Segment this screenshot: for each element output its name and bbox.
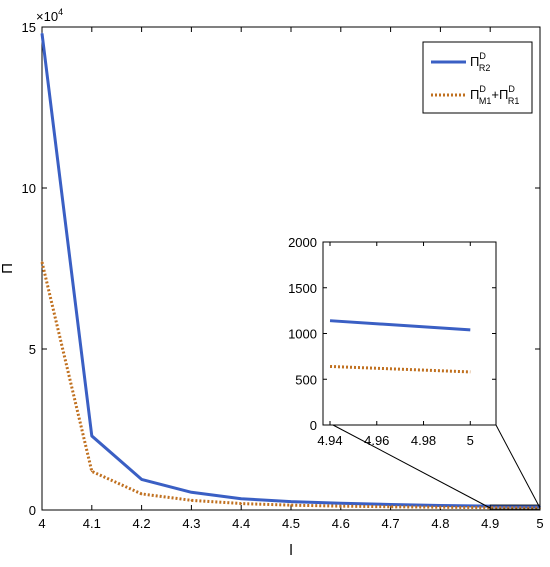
- x-tick-label: 4: [38, 516, 45, 531]
- x-tick-label: 5: [536, 516, 543, 531]
- zoom-target-box: [489, 504, 541, 510]
- x-tick-label: 4.8: [431, 516, 449, 531]
- x-tick-label: 4.7: [382, 516, 400, 531]
- series-line-m1-r1: [40, 261, 541, 510]
- y-axis-label: Π: [0, 263, 16, 274]
- data-point-r2: [91, 435, 93, 437]
- x-tick-label: 4.6: [332, 516, 350, 531]
- data-point-r2: [290, 500, 292, 503]
- legend-entry-r2-base: Π: [470, 54, 479, 69]
- y-tick-label: 15: [22, 20, 36, 35]
- data-point-m1-r1: [190, 499, 193, 502]
- inset-series-line-m1-r1: [329, 364, 471, 374]
- legend-entry-m1-sub: M1: [479, 96, 492, 106]
- inset-x-tick-label: 5: [467, 433, 474, 448]
- zoom-connector-left: [332, 424, 491, 509]
- x-tick-label: 4.5: [282, 516, 300, 531]
- data-point-m1-r1: [240, 502, 242, 505]
- x-tick-label: 4.1: [83, 516, 101, 531]
- data-point-m1-r1: [340, 505, 342, 507]
- legend-entry-r1-sup: D: [508, 84, 515, 94]
- legend-entry-plus: +: [491, 87, 499, 102]
- data-point-m1-r1: [140, 493, 143, 495]
- inset-x-tick-label: 4.96: [364, 433, 389, 448]
- data-point-r2: [140, 478, 143, 481]
- y-exponent-base: ×10: [36, 9, 58, 24]
- x-axis-label: l: [289, 542, 292, 559]
- data-point-m1-r1: [439, 506, 442, 509]
- inset-y-tick-label: 500: [295, 372, 317, 387]
- data-point-m1-r1: [290, 504, 292, 506]
- y-tick-label: 5: [29, 342, 36, 357]
- inset-x-tick-label: 4.94: [317, 433, 342, 448]
- data-point-r2: [340, 502, 342, 505]
- inset-y-tick-label: 2000: [288, 235, 317, 250]
- data-point-r2: [240, 497, 242, 500]
- legend: ΠD R2 ΠD M1+ΠD R1: [422, 41, 533, 114]
- x-tick-label: 4.2: [133, 516, 151, 531]
- x-tick-label: 4.4: [232, 516, 250, 531]
- inset-x-tick-label: 4.98: [411, 433, 436, 448]
- data-point-r2: [41, 32, 43, 35]
- legend-entry-r2: ΠD R2: [470, 51, 490, 73]
- data-point-r2: [190, 491, 193, 494]
- inset-series-line-r2: [329, 319, 471, 332]
- inset-ticks: 4.94 4.96 4.98 5 0 500 1000 1500 2000: [288, 235, 496, 448]
- legend-box: [422, 41, 533, 114]
- inset-y-tick-label: 1500: [288, 281, 317, 296]
- legend-entry-r2-sub: R2: [479, 63, 491, 73]
- legend-entry-m1-base: Π: [470, 87, 479, 102]
- inset-background: [323, 242, 496, 425]
- legend-entry-r2-sup: D: [479, 51, 486, 61]
- y-exponent-label: ×104: [36, 7, 63, 24]
- y-tick-label: 10: [22, 181, 36, 196]
- y-tick-label: 0: [29, 503, 36, 518]
- legend-entry-m1-sup: D: [479, 84, 486, 94]
- zoom-connector-lines: [332, 424, 541, 510]
- inset-y-tick-label: 1000: [288, 327, 317, 342]
- inset-series: [329, 319, 471, 374]
- zoom-connector-right: [495, 424, 541, 509]
- data-point-m1-r1: [389, 505, 392, 508]
- main-ticks: 4 4.1 4.2 4.3 4.4 4.5 4.6 4.7 4.8 4.9 5 0 5 10 15: [22, 20, 544, 531]
- y-exponent-power: 4: [58, 7, 63, 17]
- x-tick-label: 4.3: [182, 516, 200, 531]
- legend-entry-r1-base: Π: [499, 87, 508, 102]
- legend-entry-r1-sub: R1: [508, 96, 520, 106]
- data-point-m1-r1: [41, 261, 43, 263]
- data-point-m1-r1: [91, 470, 93, 473]
- inset-y-tick-label: 0: [310, 418, 317, 433]
- legend-entry-m1-r1: ΠD M1+ΠD R1: [470, 84, 519, 106]
- x-tick-label: 4.9: [481, 516, 499, 531]
- data-point-r2: [389, 503, 392, 506]
